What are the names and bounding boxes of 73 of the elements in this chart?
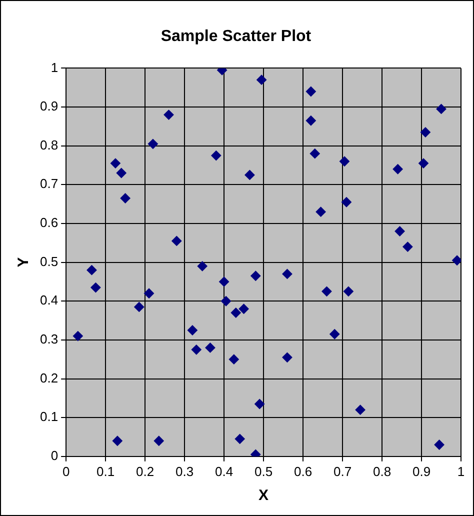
point	[219, 276, 230, 287]
point	[420, 127, 430, 138]
point	[306, 116, 316, 126]
point	[86, 265, 97, 276]
x-tick-label: 0.4	[215, 464, 234, 479]
y-tick-label: 0.5	[40, 254, 58, 269]
point	[211, 150, 222, 161]
point	[339, 156, 350, 166]
point	[228, 354, 239, 364]
point	[282, 352, 292, 362]
y-tick-label: 0.6	[40, 215, 58, 230]
point	[148, 138, 158, 149]
point	[221, 296, 232, 306]
point	[134, 302, 144, 312]
point	[164, 110, 174, 120]
x-tick-label: 0.5	[254, 464, 273, 479]
point	[316, 206, 326, 217]
x-tick-label: 0.7	[333, 464, 352, 479]
chart-title: Sample Scatter Plot	[160, 28, 312, 46]
point	[355, 404, 366, 415]
point	[343, 286, 354, 296]
y-tick-label: 0.3	[40, 332, 58, 347]
point	[90, 282, 101, 293]
point	[244, 170, 255, 180]
x-tick-label: 0.8	[372, 464, 392, 479]
point	[256, 74, 267, 85]
point	[205, 342, 216, 353]
x-tick-label: 0.9	[412, 464, 431, 479]
y-tick-label: 0.9	[40, 98, 58, 114]
y-tick-label: 0.8	[40, 137, 58, 152]
y-tick-label: 0.4	[40, 292, 58, 308]
point	[436, 104, 446, 114]
y-tick-label: 0.1	[40, 409, 58, 424]
point	[154, 436, 164, 446]
x-tick-label: 1	[457, 464, 465, 479]
point	[234, 434, 245, 444]
point	[191, 344, 202, 355]
point	[402, 242, 413, 252]
point	[110, 158, 120, 168]
point	[392, 164, 403, 174]
point	[250, 270, 261, 281]
y-tick-label: 1	[50, 60, 58, 75]
y-tick-label: 0	[50, 448, 58, 463]
point	[254, 398, 265, 409]
point	[72, 331, 83, 342]
point	[144, 288, 154, 298]
point	[330, 329, 340, 340]
point	[187, 325, 198, 336]
point	[116, 168, 126, 178]
point	[418, 158, 428, 168]
x-tick-label: 0.6	[294, 464, 312, 479]
point	[230, 308, 241, 318]
point	[238, 304, 249, 314]
x-tick-label: 0.1	[96, 464, 115, 479]
point	[282, 268, 292, 279]
x-tick-label: 0.3	[176, 464, 194, 479]
point	[112, 436, 122, 446]
point	[306, 86, 316, 96]
point	[120, 193, 130, 204]
point	[341, 197, 352, 208]
x-tick-label: 0	[62, 464, 70, 479]
point	[310, 148, 320, 159]
y-tick-label: 0.7	[40, 176, 58, 192]
point	[394, 226, 405, 236]
point	[197, 261, 208, 272]
y-tick-label: 0.2	[40, 370, 58, 386]
point	[172, 236, 182, 246]
x-axis-title: X	[258, 487, 269, 504]
y-axis-title: Y	[15, 257, 32, 268]
point	[434, 440, 444, 450]
x-tick-label: 0.2	[136, 464, 154, 479]
point	[322, 286, 332, 296]
point	[452, 255, 461, 266]
